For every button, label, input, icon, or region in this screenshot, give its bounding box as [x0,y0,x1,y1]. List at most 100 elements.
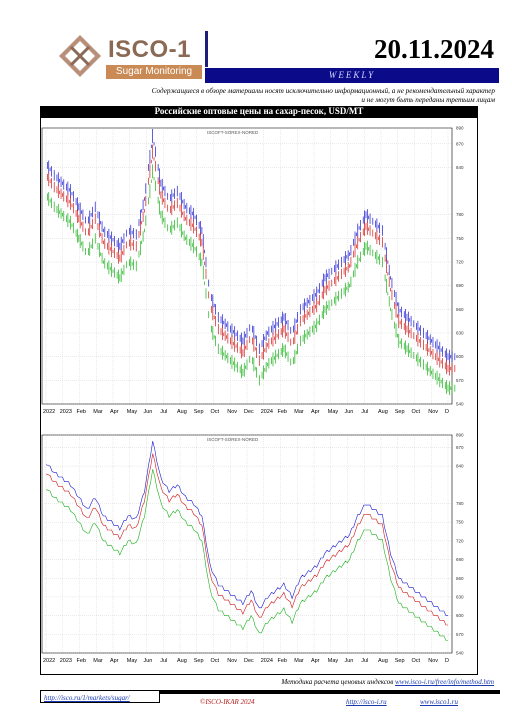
y-tick-label: 870 [456,445,464,450]
x-tick-label: May [127,409,138,415]
y-tick-label: 780 [456,501,464,506]
x-tick-label: 2022 [43,409,55,415]
x-tick-label: Jul [160,658,167,664]
x-tick-label: Mar [294,409,304,415]
y-tick-label: 870 [456,141,464,146]
y-tick-label: 690 [456,557,464,562]
x-tick-label: Jun [345,409,354,415]
x-tick-label: Aug [378,409,388,415]
y-tick-label: 630 [456,594,464,599]
y-tick-label: 660 [456,576,464,581]
y-tick-label: 570 [456,632,464,637]
x-tick-label: Jun [345,658,354,664]
x-tick-label: Sep [395,658,405,664]
y-tick-label: 840 [456,165,464,170]
x-tick-label: Apr [311,658,320,664]
x-tick-label: Jun [144,658,153,664]
x-tick-label: Oct [412,409,421,415]
weekly-bar [205,68,499,83]
x-tick-label: Sep [395,409,405,415]
x-tick-label: Feb [77,658,86,664]
y-tick-label: 570 [456,378,464,383]
y-tick-label: 690 [456,283,464,288]
x-tick-label: May [328,658,339,664]
x-tick-label: Apr [110,658,119,664]
footer-link-isco1[interactable]: www.isco1.ru [420,698,458,706]
footer-dark-bar [160,690,500,694]
series-line-0 [45,441,448,616]
footer-link-box [40,690,160,703]
y-tick-label: 660 [456,307,464,312]
x-tick-label: Aug [177,409,187,415]
x-tick-label: Feb [278,409,287,415]
y-tick-label: 720 [456,538,464,543]
methodology-link[interactable]: www.isco-i.ru/free/info/method.htm [395,678,494,686]
methodology-label: Методика расчета ценовых индексов [281,678,394,686]
x-tick-label: D [445,409,449,415]
y-tick-label: 840 [456,464,464,469]
chart-title: Российские оптовые цены на сахар-песок, … [154,106,364,116]
chart-subtitle: ISCOFT-SOREX-NORED [207,437,259,442]
x-tick-label: Oct [412,658,421,664]
chart-frame [40,117,478,675]
x-tick-label: Mar [93,409,103,415]
x-tick-label: Nov [227,658,237,664]
x-tick-label: D [445,658,449,664]
x-tick-label: Apr [110,409,119,415]
y-tick-label: 750 [456,236,464,241]
brand-subtitle: Sugar Monitoring [106,65,202,79]
footer-link-markets[interactable]: http://isco.ru/1/markets/sugar/ [44,694,130,702]
report-date: 20.11.2024 [373,34,494,64]
disclaimer: Содержащиеся в обзоре материалы носят ис… [151,87,495,104]
x-tick-label: Oct [211,409,220,415]
x-tick-label: Apr [311,409,320,415]
y-tick-label: 630 [456,331,464,336]
x-tick-label: Dec [244,658,254,664]
y-tick-label: 890 [456,433,464,438]
footer-link-isco-i[interactable]: http://isco-i.ru [346,698,387,706]
x-tick-label: Jul [361,658,368,664]
x-tick-label: Sep [194,658,204,664]
series-line-2 [45,469,448,641]
y-tick-label: 720 [456,260,464,265]
logo-diamond-icon [59,35,101,77]
brand-name: ISCO-1 [108,36,192,63]
x-tick-label: May [328,409,339,415]
x-tick-label: Jul [361,409,368,415]
x-tick-label: Mar [294,658,304,664]
footer-copyright: ©ISCO-IKAR 2024 [200,698,255,706]
x-tick-label: 2024 [261,658,273,664]
x-tick-label: Jul [160,409,167,415]
x-tick-label: Nov [428,658,438,664]
series-line-1 [45,453,448,626]
y-tick-label: 780 [456,212,464,217]
x-tick-label: Mar [93,658,103,664]
series-0-group [47,128,456,364]
y-tick-label: 600 [456,613,464,618]
chart-title-bar [40,106,478,117]
y-tick-label: 750 [456,520,464,525]
series-2-group [47,164,456,396]
x-tick-label: Dec [244,409,254,415]
price-line-chart: ISCOFT-SOREX-NORED 890 870 840 780 750 720 690 6… [41,433,464,664]
x-tick-label: Feb [77,409,86,415]
x-tick-label: Sep [194,409,204,415]
chart-subtitle: ISCOFT-SOREX-NORED [207,130,259,135]
x-tick-label: 2023 [60,409,72,415]
x-tick-label: Aug [177,658,187,664]
y-tick-label: 540 [456,402,464,407]
methodology-note: Методика расчета ценовых индексов www.is… [150,678,494,686]
x-tick-label: Nov [227,409,237,415]
y-tick-label: 540 [456,651,464,656]
x-tick-label: 2024 [261,409,273,415]
x-tick-label: 2023 [60,658,72,664]
x-tick-label: Aug [378,658,388,664]
x-tick-label: Feb [278,658,287,664]
x-tick-label: Jun [144,409,153,415]
date-panel [205,31,500,67]
x-tick-label: May [127,658,138,664]
x-tick-label: 2022 [43,658,55,664]
y-tick-label: 890 [456,126,464,131]
x-tick-label: Nov [428,409,438,415]
price-bar-chart: ISCOFT-SOREX-NORED 890 870 840 780 750 720 690 6… [41,126,464,415]
